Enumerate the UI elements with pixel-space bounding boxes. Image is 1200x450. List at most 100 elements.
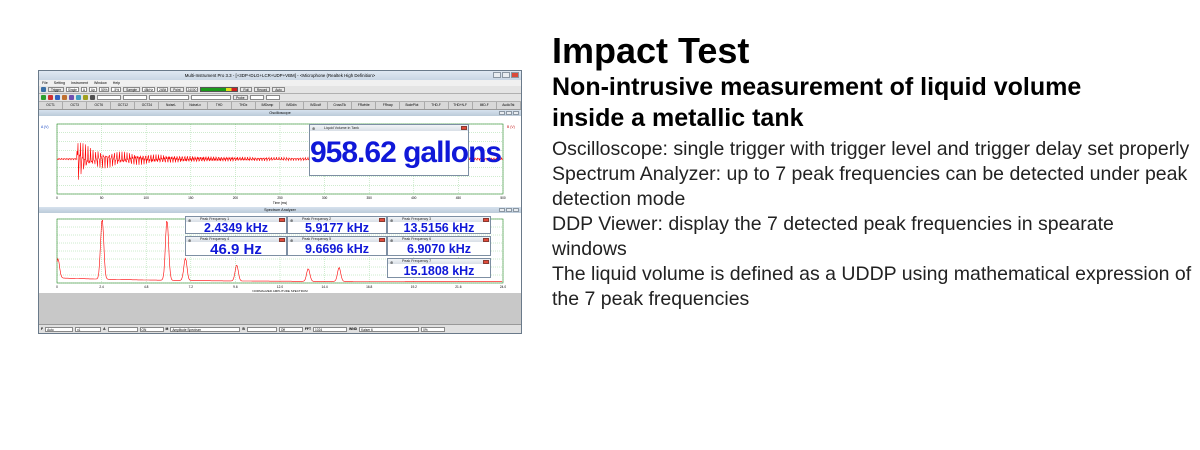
tab-imdsmp[interactable]: IMDsmp [256, 102, 280, 109]
record-button[interactable]: Record [253, 87, 271, 92]
panel-maximize-button[interactable] [506, 208, 512, 212]
scale-mode-select[interactable]: Auto [45, 326, 74, 332]
panel-minimize-button[interactable] [499, 111, 505, 115]
zoom-icon[interactable] [83, 95, 88, 100]
probe-button[interactable]: Probe [233, 95, 248, 100]
tab-thdx[interactable]: THDx [232, 102, 256, 109]
volume-ddp-window[interactable]: ⊕ Liquid Volume in Tank 958.62 gallons [309, 124, 502, 176]
close-icon[interactable] [379, 238, 385, 242]
close-icon[interactable] [483, 218, 489, 222]
tab-noisel[interactable]: NoiseL [159, 102, 184, 109]
probe-b-select[interactable] [265, 95, 280, 100]
tab-oct12[interactable]: OCT12 [111, 102, 136, 109]
maximize-button[interactable] [502, 72, 510, 78]
trigger-icon[interactable] [41, 87, 46, 92]
peak-frequency-window-7[interactable]: ⊕ Peak Frequency 7 15.1808 kHz [387, 258, 491, 278]
tab-imd-f[interactable]: IMD-F [473, 102, 497, 109]
range-b-select[interactable] [191, 95, 231, 100]
menu-help[interactable]: Help [112, 81, 121, 85]
print-icon[interactable] [69, 95, 74, 100]
peak-frequency-window-5[interactable]: ⊕ Peak Frequency 5 9.6696 kHz [287, 236, 387, 256]
fft-size-select[interactable]: 1024 [313, 326, 348, 332]
ch-a-on-select[interactable]: ON [139, 326, 164, 332]
trigger-edge-select[interactable]: Up [89, 87, 98, 92]
peak-frequency-window-2[interactable]: ⊕ Peak Frequency 2 5.9177 kHz [287, 216, 387, 235]
panel-minimize-button[interactable] [499, 208, 505, 212]
pin-icon[interactable]: ⊕ [188, 218, 192, 223]
trigger-mode-select[interactable]: Single [65, 87, 79, 92]
start-icon[interactable] [41, 95, 46, 100]
points-select[interactable]: 24000 [185, 87, 199, 92]
bits-select[interactable]: 24Bit [157, 87, 169, 92]
panel-close-button[interactable] [513, 208, 519, 212]
tab-audiotst[interactable]: AudioTst [497, 102, 521, 109]
ch-a-select[interactable] [107, 326, 138, 332]
tab-thd-n-f[interactable]: THD+N-F [449, 102, 473, 109]
tab-oct3[interactable]: OCT3 [63, 102, 88, 109]
sampling-button[interactable]: Sample [123, 87, 140, 92]
tab-thd[interactable]: THD [208, 102, 232, 109]
amplitude-select[interactable]: Amplitude Spectrum [170, 326, 241, 332]
copy-icon[interactable] [62, 95, 67, 100]
tab-crosstlk[interactable]: CrossTlk [328, 102, 353, 109]
peak-frequency-window-4[interactable]: ⊕ Peak Frequency 4 46.9 Hz [185, 236, 287, 257]
window-function-select[interactable]: Kaiser 6 [359, 326, 420, 332]
peak-frequency-window-1[interactable]: ⊕ Peak Frequency 1 2.4349 kHz [185, 216, 287, 235]
peak-frequency-window-6[interactable]: ⊕ Peak Frequency 6 6.9070 kHz [387, 236, 491, 256]
close-icon[interactable] [461, 126, 467, 130]
minimize-button[interactable] [493, 72, 501, 78]
tab-oct24[interactable]: OCT24 [135, 102, 160, 109]
close-button[interactable] [511, 72, 519, 78]
pin-icon[interactable]: ⊕ [290, 218, 294, 223]
tab-imdccif[interactable]: IMDccif [304, 102, 329, 109]
menu-window[interactable]: Window [93, 81, 107, 85]
menu-setting[interactable]: Setting [53, 81, 65, 85]
point-button[interactable]: Point [170, 87, 184, 92]
panel-close-button[interactable] [513, 111, 519, 115]
pin-icon[interactable]: ⊕ [390, 218, 394, 223]
menu-instrument[interactable]: Instrument [71, 81, 88, 85]
stop-icon[interactable] [48, 95, 53, 100]
tab-thd-f[interactable]: THD-F [425, 102, 449, 109]
panel-maximize-button[interactable] [506, 111, 512, 115]
close-icon[interactable] [483, 260, 489, 264]
trigger-button[interactable]: Trigger [48, 87, 64, 92]
pin-icon[interactable]: ⊕ [188, 238, 192, 243]
close-icon[interactable] [279, 238, 285, 242]
cursor-icon[interactable] [90, 95, 95, 100]
tab-oct6[interactable]: OCT6 [87, 102, 112, 109]
tab-frswp[interactable]: FRswp [376, 102, 401, 109]
coupling-a-select[interactable] [97, 95, 121, 100]
probe-a-select[interactable] [249, 95, 264, 100]
ch-b-on-select[interactable]: Off [278, 326, 303, 332]
settings-icon[interactable] [76, 95, 81, 100]
pin-icon[interactable]: ⊕ [390, 260, 394, 265]
spectrum-plot[interactable]: 0 2.4 4.8 7.2 9.6 12.0 14.4 16.8 19.2 21.6 24.0 NOR… [39, 213, 521, 293]
range-a-select[interactable] [149, 95, 189, 100]
pin-icon[interactable]: ⊕ [290, 238, 294, 243]
ch-b-select[interactable] [246, 326, 277, 332]
tab-oct1[interactable]: OCT1 [39, 102, 64, 109]
save-icon[interactable] [55, 95, 60, 100]
peak-frequency-window-3[interactable]: ⊕ Peak Frequency 3 13.5156 kHz [387, 216, 491, 235]
close-icon[interactable] [279, 218, 285, 222]
roll-button[interactable]: Roll [240, 87, 252, 92]
tab-imddin[interactable]: IMDdin [280, 102, 305, 109]
menu-file[interactable]: File [42, 81, 48, 85]
close-icon[interactable] [379, 218, 385, 222]
coupling-b-select[interactable] [123, 95, 147, 100]
tab-noiselx[interactable]: NoiseLx [184, 102, 208, 109]
sample-rate-select[interactable]: 48kHz [141, 87, 155, 92]
auto-button[interactable]: Auto [272, 87, 285, 92]
close-icon[interactable] [483, 238, 489, 242]
oscilloscope-plot[interactable]: A (V) B (V) 0 50 100 150 200 250 300 350 400 450 500… [39, 116, 521, 207]
pin-icon[interactable]: ⊕ [390, 238, 394, 243]
tab-bodeplot[interactable]: BodePlot [400, 102, 425, 109]
tab-frwhite[interactable]: FRwhite [352, 102, 377, 109]
pin-icon[interactable]: ⊕ [312, 126, 316, 131]
trigger-delay-select[interactable]: -5% [111, 87, 122, 92]
trigger-level-select[interactable]: 50% [99, 87, 110, 92]
trigger-channel-select[interactable]: A [80, 87, 87, 92]
zoom-select[interactable]: x1 [75, 326, 102, 332]
overlap-select[interactable]: 0% [421, 326, 446, 332]
